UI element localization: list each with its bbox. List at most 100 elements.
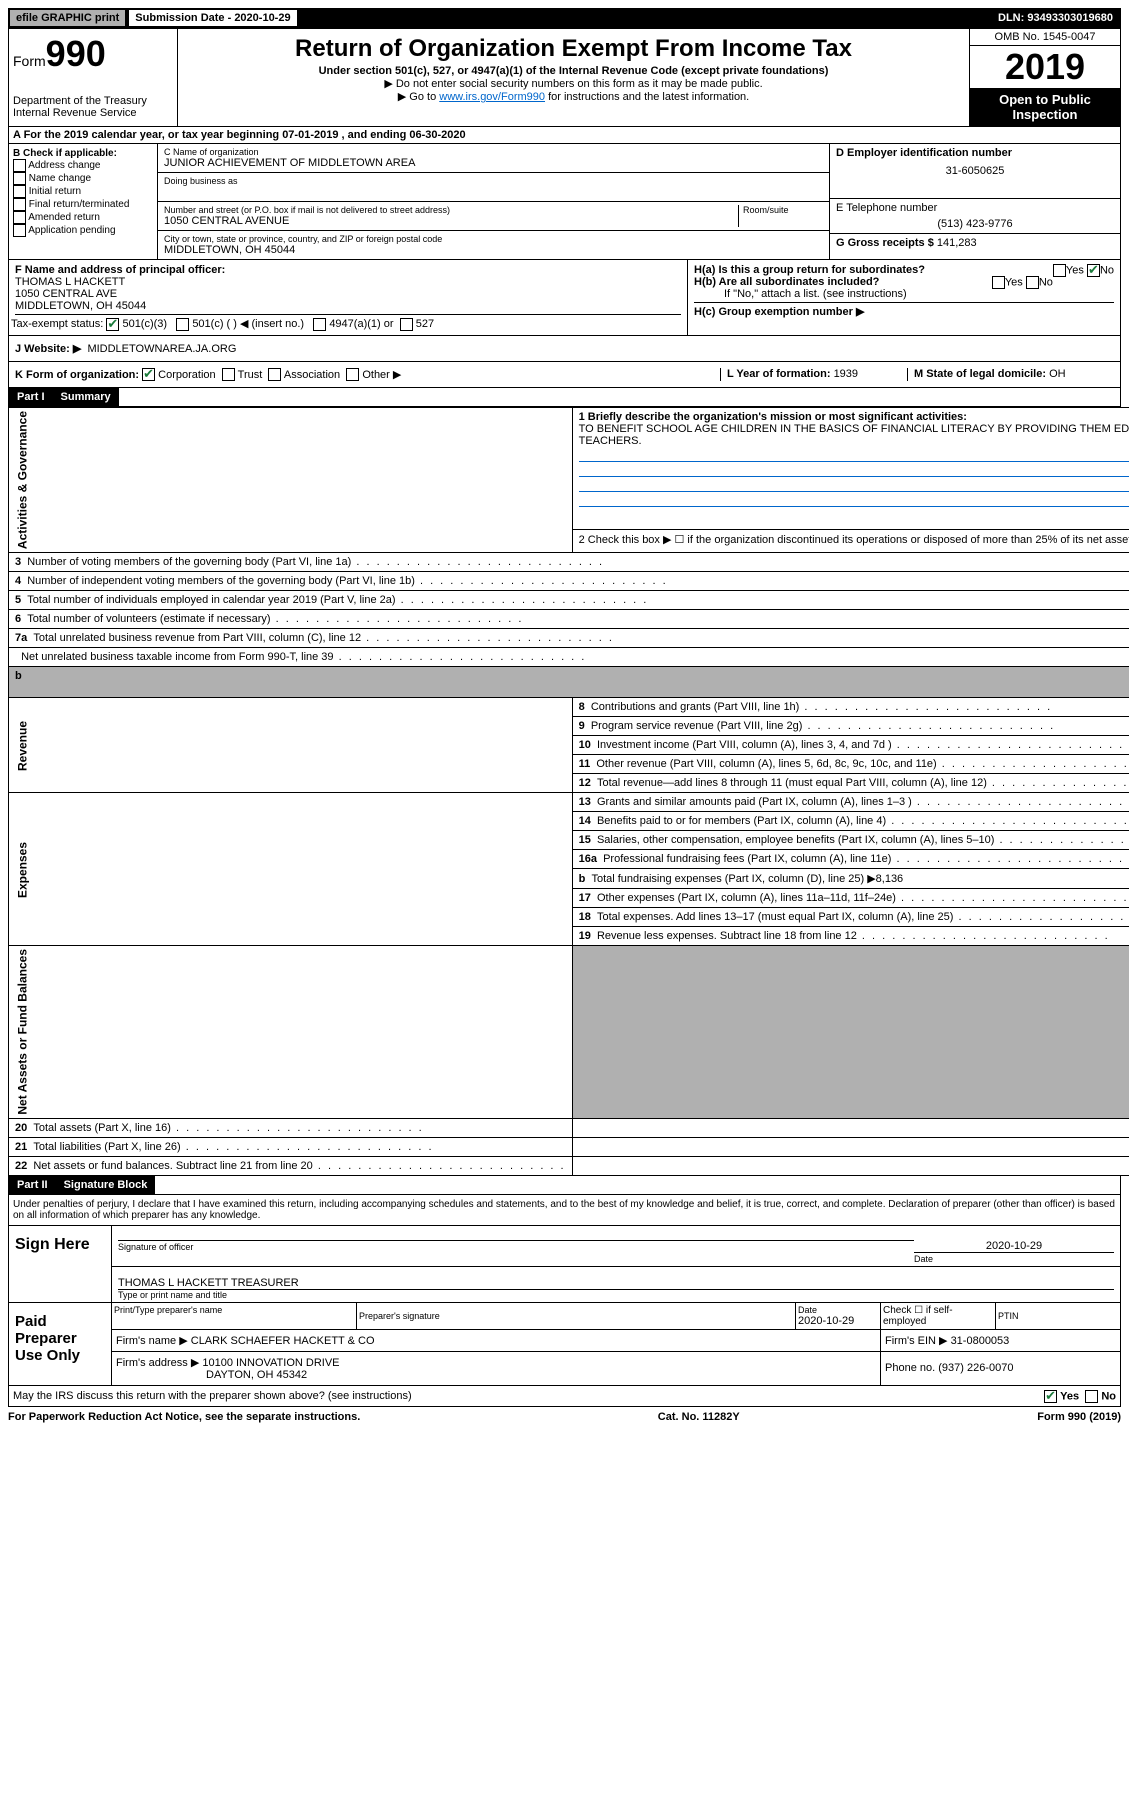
b-item: Name change [13, 172, 153, 185]
firm-name-label: Firm's name ▶ [116, 1335, 188, 1347]
gov-row: Net unrelated business taxable income fr… [9, 648, 1129, 667]
addr-label: Number and street (or P.O. box if mail i… [164, 205, 734, 215]
net-row: 20 Total assets (Part X, line 16)79,1825… [9, 1118, 1129, 1137]
b-item: Address change [13, 159, 153, 172]
j-label: J Website: ▶ [15, 343, 81, 355]
b-checkbox[interactable] [13, 224, 26, 237]
rev-label: Revenue [9, 698, 573, 793]
b-checkbox[interactable] [13, 198, 26, 211]
firm-ein: 31-0800053 [951, 1335, 1010, 1347]
city-label: City or town, state or province, country… [164, 234, 823, 244]
date-label: Date [914, 1252, 1114, 1264]
b-item: Initial return [13, 185, 153, 198]
no-2: No [1039, 276, 1053, 288]
hb-note: If "No," attach a list. (see instruction… [694, 288, 1114, 300]
submission-date: Submission Date - 2020-10-29 [129, 10, 296, 26]
discuss-yes[interactable] [1044, 1390, 1057, 1403]
other-checkbox[interactable] [346, 368, 359, 381]
d-label: D Employer identification number [836, 147, 1114, 159]
paid-label: Paid Preparer Use Only [9, 1303, 112, 1385]
form-ref: Form 990 (2019) [1037, 1411, 1121, 1423]
rev-row: Revenue8 Contributions and grants (Part … [9, 698, 1129, 717]
gov-row: 4 Number of independent voting members o… [9, 572, 1129, 591]
sign-date: 2020-10-29 [914, 1240, 1114, 1252]
form-word: Form [13, 53, 46, 69]
hb-no[interactable] [1026, 276, 1039, 289]
ha-yes[interactable] [1053, 264, 1066, 277]
omb-number: OMB No. 1545-0047 [970, 29, 1120, 46]
501c-checkbox[interactable] [176, 318, 189, 331]
b-item: Application pending [13, 224, 153, 237]
exp-row: Expenses13 Grants and similar amounts pa… [9, 793, 1129, 812]
sub3-pre: ▶ Go to [398, 91, 439, 103]
open-to-public: Open to Public Inspection [970, 88, 1120, 126]
phone: (513) 423-9776 [836, 218, 1114, 230]
ein: 31-6050625 [836, 165, 1114, 177]
gov-label: Activities & Governance [9, 408, 573, 553]
dba-label: Doing business as [164, 176, 823, 186]
gov-row: 7a Total unrelated business revenue from… [9, 629, 1129, 648]
527-checkbox[interactable] [400, 318, 413, 331]
part2-header: Part II [9, 1176, 56, 1194]
footer: For Paperwork Reduction Act Notice, see … [8, 1407, 1121, 1427]
ha-no[interactable] [1087, 264, 1100, 277]
paid-block: Paid Preparer Use Only Print/Type prepar… [8, 1303, 1121, 1386]
b-checkbox[interactable] [13, 211, 26, 224]
form990-link[interactable]: www.irs.gov/Form990 [439, 91, 545, 103]
firm-name: CLARK SCHAEFER HACKETT & CO [191, 1335, 375, 1347]
ha-label: H(a) Is this a group return for subordin… [694, 264, 925, 276]
ptin-label: PTIN [998, 1311, 1118, 1321]
firm-phone: (937) 226-0070 [938, 1362, 1013, 1374]
yes-2: Yes [1005, 276, 1023, 288]
c-name-label: C Name of organization [164, 147, 823, 157]
b-item: Final return/terminated [13, 198, 153, 211]
prep-sig-label: Preparer's signature [359, 1311, 793, 1321]
penalty-text: Under penalties of perjury, I declare th… [8, 1195, 1121, 1226]
line1-label: 1 Briefly describe the organization's mi… [579, 411, 1129, 423]
room-label: Room/suite [743, 205, 823, 215]
line2: 2 Check this box ▶ ☐ if the organization… [572, 529, 1129, 553]
tax-year: 2019 [970, 46, 1120, 88]
officer-name: THOMAS L HACKETT [15, 276, 681, 288]
cat-no: Cat. No. 11282Y [658, 1411, 740, 1423]
g-label: G Gross receipts $ [836, 237, 937, 249]
m-label: M State of legal domicile: [914, 368, 1049, 380]
paperwork-notice: For Paperwork Reduction Act Notice, see … [8, 1411, 360, 1423]
subtitle-1: Under section 501(c), 527, or 4947(a)(1)… [182, 65, 965, 77]
4947-checkbox[interactable] [313, 318, 326, 331]
firm-city: DAYTON, OH 45342 [206, 1369, 307, 1381]
opt-assoc: Association [284, 369, 340, 381]
f-label: F Name and address of principal officer: [15, 264, 681, 276]
form-number: 990 [46, 33, 106, 74]
year-formation: 1939 [834, 368, 858, 380]
org-name: JUNIOR ACHIEVEMENT OF MIDDLETOWN AREA [164, 157, 823, 169]
top-bar: efile GRAPHIC print Submission Date - 20… [8, 8, 1121, 28]
assoc-checkbox[interactable] [268, 368, 281, 381]
hb-yes[interactable] [992, 276, 1005, 289]
website: MIDDLETOWNAREA.JA.ORG [87, 343, 236, 355]
corp-checkbox[interactable] [142, 368, 155, 381]
yes-3: Yes [1060, 1390, 1079, 1402]
city-state-zip: MIDDLETOWN, OH 45044 [164, 244, 823, 256]
b-checkbox[interactable] [13, 172, 26, 185]
street-address: 1050 CENTRAL AVENUE [164, 215, 734, 227]
sig-officer-label: Signature of officer [118, 1240, 914, 1252]
exp-label: Expenses [9, 793, 573, 946]
discuss-no[interactable] [1085, 1390, 1098, 1403]
trust-checkbox[interactable] [222, 368, 235, 381]
b-checkbox[interactable] [13, 159, 26, 172]
efile-label[interactable]: efile GRAPHIC print [10, 10, 125, 26]
501c3-checkbox[interactable] [106, 318, 119, 331]
prep-date-label: Date [798, 1305, 878, 1315]
b-checkbox[interactable] [13, 185, 26, 198]
officer-addr2: MIDDLETOWN, OH 45044 [15, 300, 681, 312]
opt-501c: 501(c) ( ) ◀ (insert no.) [192, 318, 304, 330]
form-header: Form990 Department of the Treasury Inter… [8, 28, 1121, 127]
row-fh: F Name and address of principal officer:… [8, 260, 1121, 336]
dept-treasury: Department of the Treasury Internal Reve… [13, 95, 173, 119]
net-label: Net Assets or Fund Balances [9, 946, 573, 1119]
gross-receipts: 141,283 [937, 237, 977, 249]
i-label: Tax-exempt status: [11, 318, 103, 330]
officer-name-title: THOMAS L HACKETT TREASURER [118, 1277, 1114, 1290]
form-title: Return of Organization Exempt From Incom… [182, 35, 965, 63]
